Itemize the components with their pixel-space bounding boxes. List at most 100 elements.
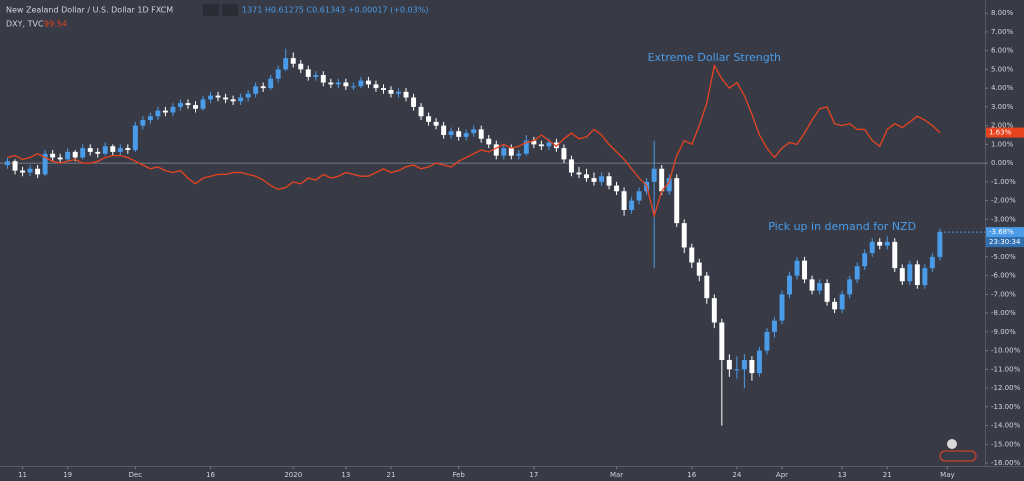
candle-body	[132, 125, 138, 150]
candle-body	[365, 80, 371, 85]
candle-body	[794, 260, 800, 276]
candle-body	[538, 144, 544, 147]
candle-body	[817, 283, 823, 291]
candle-body	[193, 105, 198, 109]
y-tick-label: -8.00%	[991, 309, 1016, 317]
candle-body	[335, 82, 341, 85]
x-tick-label: Apr	[776, 471, 788, 479]
candle-body	[584, 174, 589, 179]
candle-body	[20, 170, 26, 173]
y-tick-label: 8.00%	[991, 9, 1014, 17]
candle-body	[433, 121, 439, 126]
y-tick-label: 5.00%	[991, 65, 1014, 73]
annotation: Pick up in demand for NZD	[768, 220, 916, 233]
x-tick-label: Mar	[610, 471, 623, 479]
candle-body	[388, 90, 394, 94]
candle-body	[87, 148, 93, 152]
candle-body	[177, 103, 183, 107]
candle-body	[749, 360, 755, 374]
candle-body	[734, 369, 740, 371]
x-tick-label: 16	[687, 471, 696, 479]
candle-body	[756, 350, 762, 374]
candle-body	[373, 84, 379, 89]
candle-body	[223, 97, 229, 100]
candle-body	[839, 294, 845, 310]
candle-body	[350, 86, 356, 88]
y-tick-label: 2.00%	[991, 122, 1014, 130]
candle-body	[621, 191, 627, 210]
candle-body	[568, 159, 574, 173]
x-tick-label: 17	[529, 471, 538, 479]
candle-body	[508, 148, 514, 156]
y-tick-label: -5.00%	[991, 253, 1016, 261]
candle-body	[147, 116, 153, 120]
tool-icon[interactable]	[947, 439, 957, 449]
candle-body	[230, 99, 236, 102]
candle-body	[411, 97, 417, 107]
candle-body	[305, 69, 311, 77]
y-tick-label: 4.00%	[991, 84, 1014, 92]
candle-body	[899, 268, 905, 282]
y-tick-label: 7.00%	[991, 28, 1014, 36]
candle-body	[27, 168, 33, 173]
candle-body	[380, 88, 386, 90]
candle-body	[696, 262, 702, 276]
y-tick-label: -7.00%	[991, 290, 1016, 298]
more-button[interactable]	[222, 4, 238, 16]
candle-body	[907, 264, 913, 282]
candle-body	[298, 63, 304, 70]
y-tick-label: -11.00%	[991, 365, 1021, 373]
candle-body	[313, 75, 319, 77]
candle-body	[606, 176, 612, 186]
x-tick-label: Feb	[452, 471, 465, 479]
candle-body	[704, 275, 710, 299]
candle-body	[358, 80, 364, 87]
candle-body	[862, 253, 868, 267]
y-tick-label: -9.00%	[991, 328, 1016, 336]
candle-body	[914, 264, 920, 285]
candle-body	[666, 178, 672, 192]
candle-body	[215, 95, 221, 98]
y-tick-label: -15.00%	[991, 440, 1021, 448]
candle-body	[343, 82, 349, 87]
candle-body	[486, 138, 492, 145]
countdown: 23:30:34	[989, 238, 1021, 246]
y-tick-label: 0.00%	[991, 159, 1014, 167]
candle-body	[471, 129, 477, 134]
candle-body	[12, 161, 18, 171]
y-tick-label: 3.00%	[991, 103, 1014, 111]
candle-body	[689, 247, 695, 263]
candle-body	[448, 131, 454, 135]
candle-body	[208, 95, 214, 100]
candle-body	[283, 58, 289, 70]
y-tick-label: -1.00%	[991, 178, 1016, 186]
y-tick-label: 1.00%	[991, 140, 1014, 148]
candle-body	[238, 97, 244, 102]
candle-body	[741, 360, 747, 370]
chart-title: New Zealand Dollar / U.S. Dollar 1D FXCM	[6, 6, 173, 15]
candle-body	[847, 279, 853, 295]
ohlc-readout: 1371 H0.61275 C0.61343 +0.00017 (+0.03%)	[242, 6, 428, 15]
candle-body	[463, 133, 469, 137]
x-tick-label: Dec	[129, 471, 143, 479]
candle-body	[922, 268, 928, 285]
candle-body	[493, 144, 499, 156]
candle-body	[764, 331, 770, 351]
candle-body	[42, 153, 48, 175]
candle-body	[426, 116, 432, 122]
y-tick-label: 6.00%	[991, 47, 1014, 55]
candle-body	[854, 266, 860, 280]
eye-button[interactable]	[203, 4, 219, 16]
x-tick-label: 13	[341, 471, 350, 479]
candle-body	[614, 185, 620, 192]
candle-body	[546, 142, 552, 147]
plot: Extreme Dollar Strength Pick up in demand…	[0, 48, 985, 426]
tool-group[interactable]	[939, 450, 977, 462]
candle-body	[200, 99, 206, 109]
candle-body	[651, 168, 657, 182]
candle-body	[5, 161, 11, 165]
y-tick-label: -12.00%	[991, 384, 1021, 392]
candle-body	[771, 320, 777, 332]
